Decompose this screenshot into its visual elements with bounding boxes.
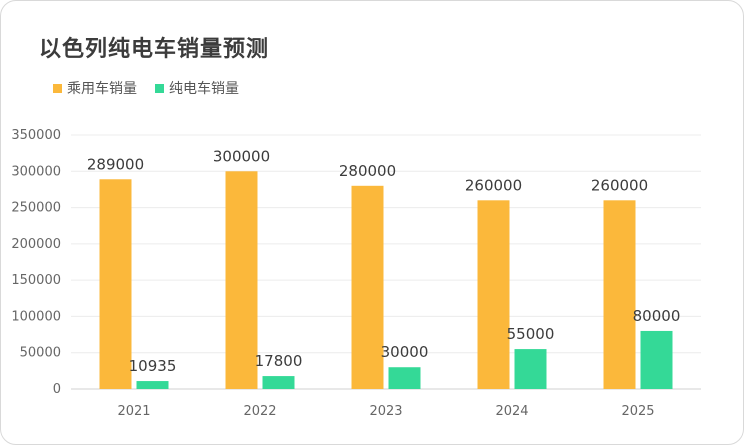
data-label-passenger-sales: 260000: [591, 176, 648, 194]
y-tick-label: 100000: [11, 309, 61, 324]
x-tick-label: 2024: [495, 404, 528, 419]
bar-ev-sales: [388, 367, 421, 389]
bar-passenger-sales: [477, 200, 510, 389]
bar-ev-sales: [262, 376, 295, 389]
bar-passenger-sales: [99, 179, 132, 389]
data-label-ev-sales: 17800: [255, 352, 303, 370]
legend-item-ev: 纯电车销量: [155, 78, 239, 98]
y-tick-label: 300000: [11, 164, 61, 179]
data-label-passenger-sales: 260000: [465, 176, 522, 194]
x-tick-label: 2023: [369, 404, 402, 419]
y-tick-label: 250000: [11, 201, 61, 216]
bar-ev-sales: [136, 381, 169, 389]
x-tick-label: 2021: [117, 404, 150, 419]
bar-passenger-sales: [225, 171, 258, 389]
legend-swatch-passenger: [53, 83, 62, 93]
x-tick-label: 2025: [621, 404, 654, 419]
chart-legend: 乘用车销量 纯电车销量: [53, 78, 239, 98]
bar-passenger-sales: [603, 200, 636, 389]
chart-title: 以色列纯电车销量预测: [39, 37, 270, 62]
bar-ev-sales: [514, 349, 547, 389]
legend-swatch-ev: [155, 83, 164, 93]
legend-label-ev: 纯电车销量: [169, 81, 239, 97]
legend-item-passenger: 乘用车销量: [53, 78, 137, 98]
data-label-ev-sales: 10935: [129, 357, 177, 375]
bar-passenger-sales: [351, 185, 384, 389]
x-tick-label: 2022: [243, 404, 276, 419]
y-tick-label: 0: [53, 382, 61, 397]
legend-label-passenger: 乘用车销量: [67, 81, 137, 97]
data-label-passenger-sales: 300000: [213, 147, 270, 165]
y-tick-label: 150000: [11, 273, 61, 288]
y-tick-label: 50000: [20, 346, 61, 361]
data-label-passenger-sales: 289000: [87, 155, 144, 173]
data-label-ev-sales: 30000: [381, 343, 429, 361]
bar-ev-sales: [640, 330, 673, 389]
data-label-passenger-sales: 280000: [339, 162, 396, 180]
data-label-ev-sales: 55000: [507, 325, 555, 343]
y-tick-label: 200000: [11, 237, 61, 252]
data-label-ev-sales: 80000: [633, 307, 681, 325]
y-tick-label: 350000: [11, 128, 61, 143]
